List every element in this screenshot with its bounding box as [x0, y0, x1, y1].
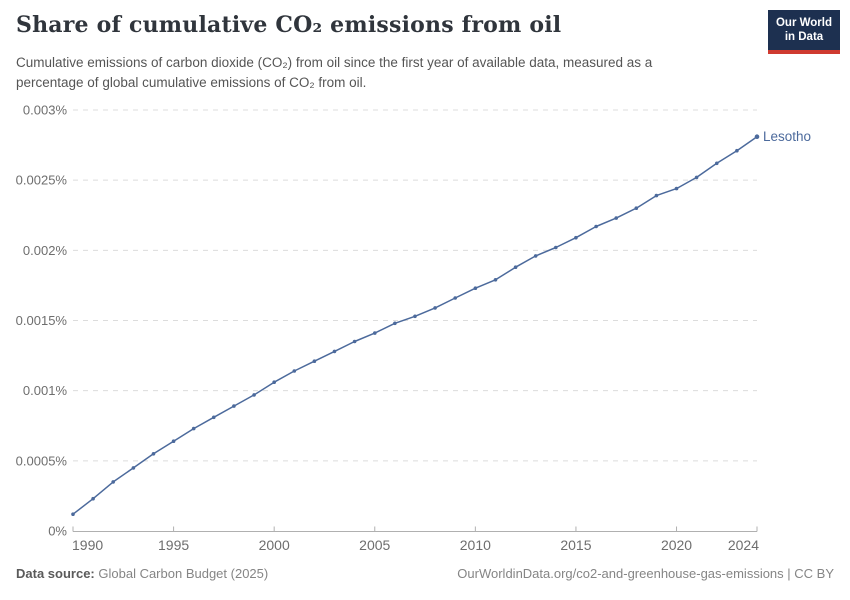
data-source-value: Global Carbon Budget (2025) [98, 566, 269, 581]
data-point[interactable] [91, 496, 95, 501]
y-axis-tick-label: 0.002% [23, 243, 68, 258]
data-point[interactable] [352, 339, 357, 344]
data-point[interactable] [131, 466, 136, 470]
data-point[interactable] [252, 393, 256, 397]
data-point[interactable] [71, 512, 75, 516]
data-source-note: Data source: Global Carbon Budget (2025) [16, 566, 268, 581]
data-point[interactable] [332, 349, 337, 354]
series-end-label: Lesotho [763, 129, 811, 144]
data-point[interactable] [292, 369, 297, 373]
chart-subtitle-line-1: Cumulative emissions of carbon dioxide (… [16, 55, 653, 70]
data-point[interactable] [473, 286, 478, 291]
owid-logo-line-1: Our World [775, 17, 832, 29]
data-point[interactable] [373, 331, 377, 335]
data-source-label: Data source: [16, 566, 95, 581]
data-point[interactable] [151, 452, 156, 456]
chart-footer: Data source: Global Carbon Budget (2025)… [16, 566, 834, 581]
data-point[interactable] [715, 161, 719, 166]
data-point[interactable] [453, 296, 458, 300]
owid-logo: Our World in Data [768, 10, 840, 54]
data-point[interactable] [694, 175, 699, 180]
data-point[interactable] [413, 314, 417, 319]
y-axis-tick-label: 0% [48, 524, 67, 539]
x-axis-tick-label: 2005 [359, 537, 390, 553]
data-point[interactable] [754, 134, 760, 139]
attribution-link[interactable]: OurWorldinData.org/co2-and-greenhouse-ga… [457, 566, 834, 581]
x-axis-tick-label: 1990 [72, 537, 103, 553]
data-point[interactable] [191, 426, 196, 431]
y-axis-tick-label: 0.0005% [16, 453, 68, 468]
chart-subtitle-line-2: percentage of global cumulative emission… [16, 75, 367, 90]
x-axis-tick-label: 1995 [158, 537, 189, 553]
data-point[interactable] [212, 415, 216, 420]
y-axis-tick-label: 0.003% [23, 103, 68, 118]
chart-subtitle: Cumulative emissions of carbon dioxide (… [16, 53, 652, 93]
data-point[interactable] [674, 186, 679, 191]
data-point[interactable] [433, 306, 437, 310]
data-point[interactable] [272, 380, 277, 385]
chart-title: Share of cumulative CO₂ emissions from o… [16, 12, 562, 38]
x-axis-tick-label: 2010 [460, 537, 491, 553]
y-axis-tick-label: 0.0015% [16, 313, 68, 328]
data-point[interactable] [111, 480, 115, 484]
data-point[interactable] [533, 254, 538, 258]
data-point[interactable] [232, 404, 236, 408]
data-point[interactable] [594, 224, 598, 229]
data-point[interactable] [654, 193, 659, 198]
x-axis-tick-label: 2024 [728, 537, 759, 553]
y-axis-tick-label: 0.001% [23, 383, 68, 398]
owid-logo-line-2: in Data [784, 31, 824, 43]
data-point[interactable] [171, 439, 176, 444]
data-point[interactable] [393, 321, 397, 326]
data-point[interactable] [634, 206, 639, 210]
data-line[interactable] [72, 135, 758, 515]
data-point[interactable] [614, 216, 618, 220]
data-point[interactable] [513, 265, 518, 270]
data-point[interactable] [312, 359, 317, 364]
x-axis-tick-label: 2000 [259, 537, 290, 553]
data-point[interactable] [735, 148, 739, 153]
data-point[interactable] [574, 235, 578, 240]
data-point[interactable] [554, 245, 558, 250]
y-axis-tick-label: 0.0025% [16, 173, 68, 188]
x-axis-tick-label: 2020 [661, 537, 692, 553]
x-axis-tick-label: 2015 [560, 537, 591, 553]
data-point[interactable] [493, 278, 498, 282]
